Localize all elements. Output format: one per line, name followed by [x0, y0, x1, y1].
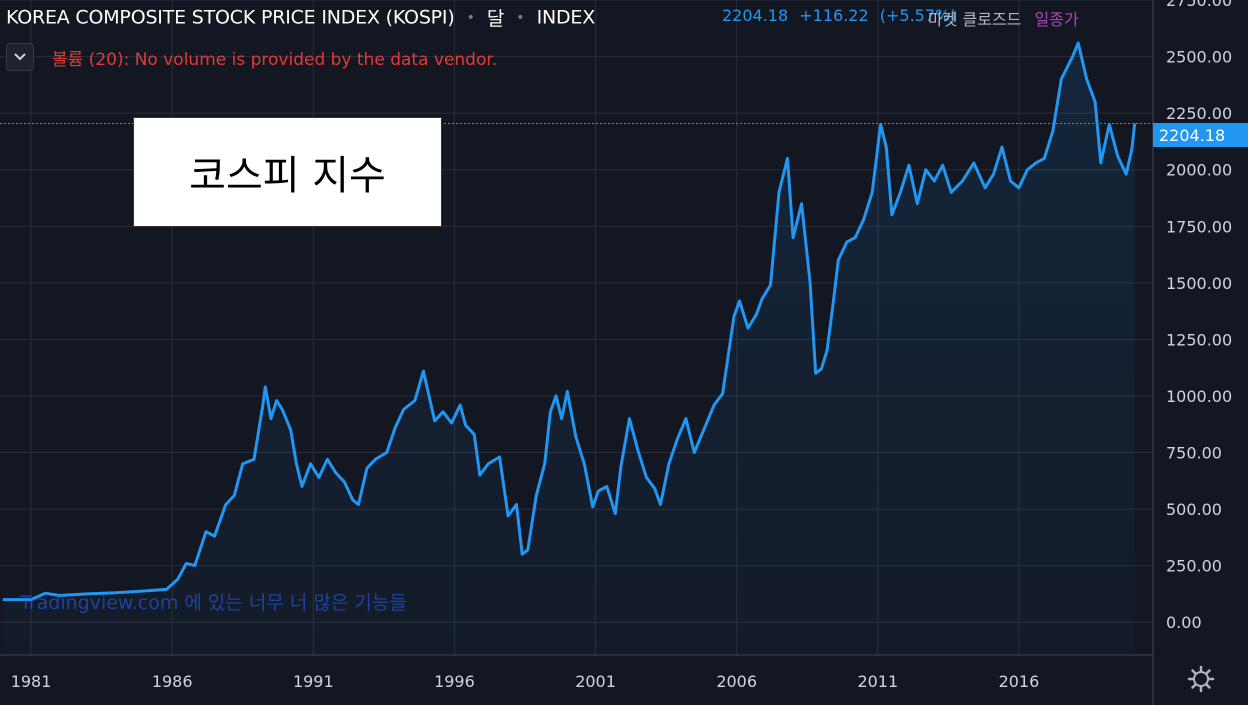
quote-values: 2204.18 +116.22 (+5.57%) [722, 6, 962, 25]
time-tick-label: 1981 [11, 672, 52, 691]
volume-message: 볼륨 (20): No volume is provided by the da… [52, 49, 498, 70]
price-change-percent: (+5.57%) [879, 6, 957, 25]
price-line [2, 41, 1137, 602]
price-axis[interactable]: 2750.00 2500.00 2250.00 2000.00 1750.00 1500.… [1166, 0, 1232, 632]
market-status: 마켓 클로즈드 일종가 [928, 6, 1079, 30]
session-label: 일종가 [1034, 10, 1079, 29]
time-tick-label: 1996 [434, 672, 475, 691]
price-tick-label: 0.00 [1166, 613, 1202, 632]
price-tick-label: 1250.00 [1166, 330, 1232, 349]
exchange-label: INDEX [536, 6, 596, 29]
price-tick-label: 750.00 [1166, 444, 1222, 463]
annotation-box: 코스피 지수 [133, 117, 442, 227]
price-tick-label: 250.00 [1166, 557, 1222, 576]
last-price: 2204.18 [722, 6, 789, 25]
volume-legend: 볼륨 (20): No volume is provided by the da… [6, 42, 497, 72]
price-tick-label: 1000.00 [1166, 387, 1232, 406]
price-tick-label: 500.00 [1166, 500, 1222, 519]
time-tick-label: 2001 [575, 672, 616, 691]
time-axis[interactable]: 1981 1986 1991 1996 2001 2006 2011 2016 [11, 672, 1040, 691]
interval-label[interactable]: 달 [486, 8, 505, 30]
chevron-down-icon [14, 53, 26, 61]
price-area [2, 43, 1135, 655]
last-price-label: 2204.18 [1153, 123, 1248, 147]
gear-icon[interactable] [1186, 664, 1216, 694]
price-tick-label: 2000.00 [1166, 161, 1232, 180]
legend-toggle-button[interactable] [6, 43, 34, 71]
watermark-text: Tradingview.com 에 있는 너무 너 많은 기능들 [20, 592, 407, 614]
time-tick-label: 1991 [293, 672, 334, 691]
time-tick-label: 2011 [857, 672, 898, 691]
symbol-title[interactable]: KOREA COMPOSITE STOCK PRICE INDEX (KOSPI… [6, 6, 455, 29]
chart-header: KOREA COMPOSITE STOCK PRICE INDEX (KOSPI… [6, 4, 596, 31]
price-tick-label: 2500.00 [1166, 48, 1232, 67]
price-tick-label: 1750.00 [1166, 217, 1232, 236]
separator-dot: • [466, 9, 475, 26]
market-closed-label: 마켓 클로즈드 [928, 10, 1022, 29]
price-tick-label: 2250.00 [1166, 104, 1232, 123]
price-tick-label: 2750.00 [1166, 0, 1232, 10]
time-tick-label: 2006 [716, 672, 757, 691]
time-tick-label: 2016 [999, 672, 1040, 691]
price-change: +116.22 [799, 6, 869, 25]
separator-dot: • [516, 9, 525, 26]
price-tick-label: 1500.00 [1166, 274, 1232, 293]
annotation-text: 코스피 지수 [189, 153, 386, 199]
time-tick-label: 1986 [152, 672, 193, 691]
